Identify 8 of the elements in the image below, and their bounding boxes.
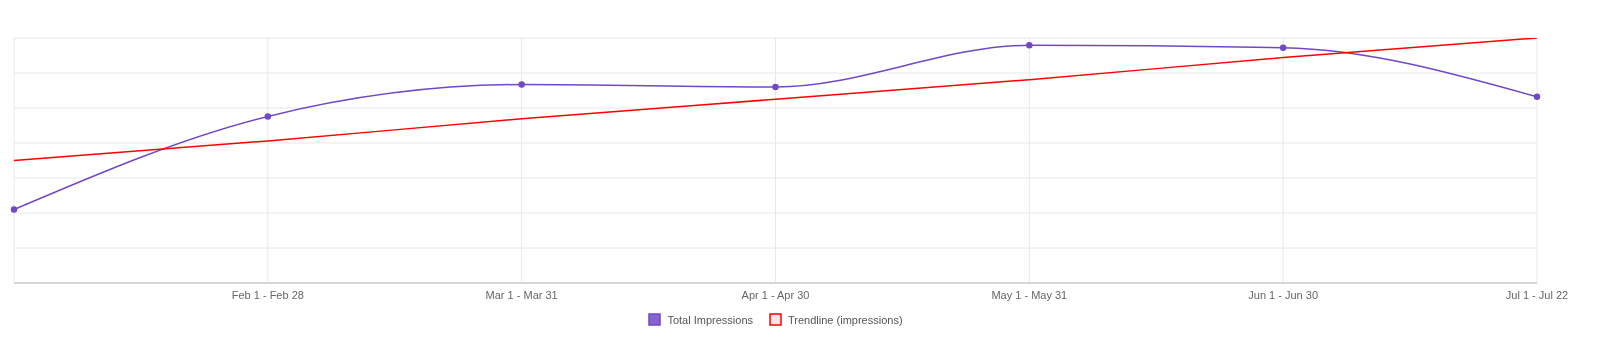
legend-label: Trendline (impressions) <box>787 313 903 326</box>
x-tick-label: May 1 - May 31 <box>991 288 1068 301</box>
x-tick-label: Apr 1 - Apr 30 <box>741 288 810 301</box>
x-tick-label: Mar 1 - Mar 31 <box>485 288 558 301</box>
x-tick-label: Jun 1 - Jun 30 <box>1248 288 1319 301</box>
x-tick-label: Feb 1 - Feb 28 <box>231 288 304 301</box>
x-tick-label: Jul 1 - Jul 22 <box>1505 288 1569 301</box>
legend-label: Total Impressions <box>666 313 754 326</box>
